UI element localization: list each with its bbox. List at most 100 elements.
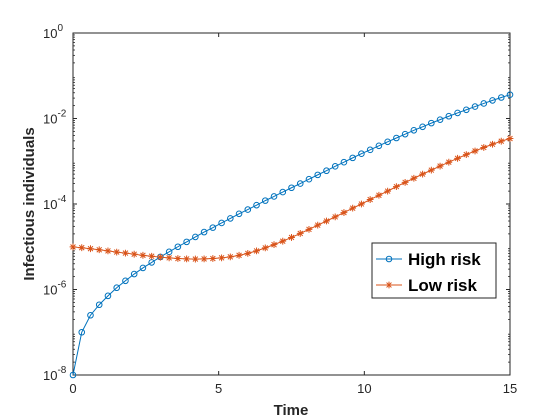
data-point xyxy=(95,246,103,254)
data-point xyxy=(209,255,217,262)
legend-marker xyxy=(385,281,393,289)
data-point xyxy=(226,253,234,261)
y-tick-label-base: 10 xyxy=(43,368,57,383)
data-point xyxy=(218,219,225,227)
data-point xyxy=(288,184,295,192)
data-point xyxy=(122,277,129,285)
data-point xyxy=(427,166,435,174)
data-point xyxy=(296,180,304,187)
data-point xyxy=(436,162,444,170)
data-point xyxy=(314,171,322,179)
data-point xyxy=(87,311,94,319)
data-point xyxy=(87,245,94,253)
data-point xyxy=(366,146,374,154)
data-point xyxy=(489,140,496,148)
data-point xyxy=(340,158,348,166)
x-axis-title: Time xyxy=(274,402,309,419)
y-tick-label-base: 10 xyxy=(43,197,57,212)
legend-entry: Low risk xyxy=(376,276,478,295)
data-point xyxy=(235,210,243,218)
data-point xyxy=(358,200,365,208)
data-point xyxy=(506,91,514,99)
data-point xyxy=(314,221,322,229)
data-point xyxy=(69,243,77,251)
data-point xyxy=(122,249,129,257)
data-point xyxy=(235,251,243,259)
data-point xyxy=(340,209,348,216)
data-point xyxy=(253,201,260,209)
data-point xyxy=(375,191,383,199)
data-point xyxy=(296,230,304,237)
y-tick-label-base: 10 xyxy=(43,283,57,298)
data-point xyxy=(104,247,112,255)
y-tick-label-exponent: -4 xyxy=(57,194,66,205)
data-point xyxy=(130,270,138,278)
legend-marker xyxy=(385,255,393,263)
data-point xyxy=(174,255,182,262)
data-point xyxy=(244,249,252,257)
y-tick-label: 10-6 xyxy=(43,280,67,298)
x-tick-label: 0 xyxy=(69,381,76,396)
data-point xyxy=(393,134,400,142)
data-point xyxy=(113,248,121,256)
data-point xyxy=(95,301,103,309)
x-tick-label: 15 xyxy=(503,381,517,396)
plot-area xyxy=(72,32,511,376)
y-tick-label-exponent: -8 xyxy=(57,365,66,376)
data-point xyxy=(384,138,391,146)
data-point xyxy=(200,255,208,263)
data-point xyxy=(165,254,173,262)
data-point xyxy=(130,250,138,258)
data-point xyxy=(401,179,409,186)
data-point xyxy=(200,228,208,236)
y-tick-label: 10-2 xyxy=(43,109,67,127)
data-point xyxy=(113,284,120,292)
y-tick-label-exponent: 0 xyxy=(57,23,63,34)
x-tick-label: 5 xyxy=(215,381,222,396)
legend-label: High risk xyxy=(408,250,481,269)
data-point xyxy=(331,213,339,221)
data-point xyxy=(375,142,383,150)
data-point xyxy=(261,197,269,204)
data-point xyxy=(157,253,164,261)
data-point xyxy=(104,292,112,300)
data-point xyxy=(454,154,461,162)
data-point xyxy=(428,119,435,127)
legend-box xyxy=(371,242,497,299)
series-layer xyxy=(69,91,514,379)
data-point xyxy=(401,130,409,138)
data-point xyxy=(489,97,496,104)
y-tick-label: 100 xyxy=(43,23,63,41)
data-point xyxy=(410,174,418,182)
data-point xyxy=(419,170,426,178)
data-point xyxy=(227,215,234,222)
data-point xyxy=(192,233,199,241)
data-point xyxy=(436,116,444,123)
data-point xyxy=(410,126,418,134)
data-point xyxy=(392,183,400,191)
data-point xyxy=(419,123,426,131)
data-point xyxy=(139,264,147,272)
data-point xyxy=(148,252,156,260)
y-tick-label: 10-8 xyxy=(43,365,67,383)
data-point xyxy=(253,247,260,255)
data-point xyxy=(183,255,191,263)
y-tick-label: 10-4 xyxy=(43,194,67,212)
data-point xyxy=(366,196,374,203)
data-point xyxy=(497,94,505,101)
data-point xyxy=(261,244,269,252)
data-point xyxy=(279,188,287,196)
data-point xyxy=(480,100,488,107)
series-low-risk xyxy=(69,135,514,263)
data-point xyxy=(358,150,365,158)
legend: High risk Low risk xyxy=(371,242,497,299)
data-point xyxy=(471,147,479,155)
data-point xyxy=(288,234,295,241)
data-point xyxy=(349,154,356,162)
x-tick-label: 10 xyxy=(357,381,371,396)
data-point xyxy=(480,144,488,151)
data-point xyxy=(323,167,330,175)
data-point xyxy=(69,371,77,379)
data-point xyxy=(279,237,287,245)
